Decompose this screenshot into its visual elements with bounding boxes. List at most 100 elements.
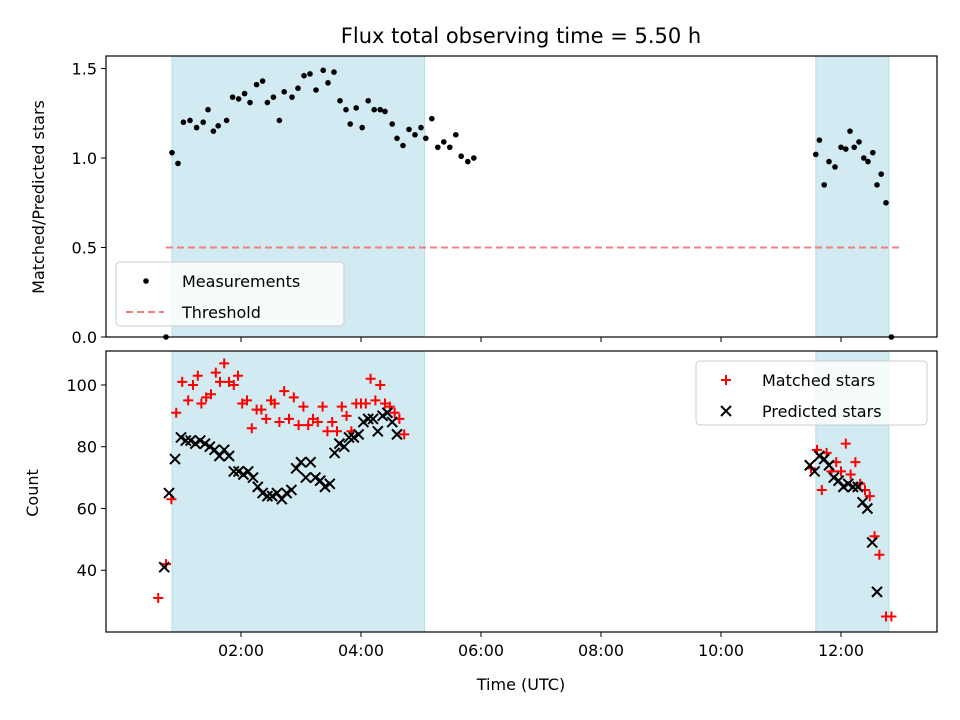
matched-star-point (206, 389, 216, 400)
matched-star-point (303, 420, 314, 431)
predicted-star-point (372, 425, 384, 437)
predicted-star-point (328, 447, 341, 459)
xtick-label: 08:00 (578, 641, 624, 660)
matched-star-point (317, 401, 328, 412)
predicted-star-point (247, 471, 259, 484)
measurement-point (412, 131, 418, 138)
predicted-star-point (163, 487, 175, 499)
measurement-point (175, 160, 181, 167)
predicted-star-point (228, 465, 240, 478)
matched-star-point (886, 611, 897, 622)
measurement-point (874, 182, 880, 188)
measurement-point (400, 142, 406, 149)
predicted-star-point (808, 465, 821, 478)
predicted-star-point (324, 478, 336, 490)
legend-label: Threshold (181, 303, 261, 322)
matched-star-point (284, 413, 294, 424)
top-ytick-label: 1.5 (72, 60, 97, 79)
measurement-point (365, 97, 372, 104)
predicted-star-point (847, 481, 859, 493)
measurement-point (229, 94, 236, 100)
measurement-point (281, 88, 288, 95)
measurement-point (264, 99, 271, 106)
legend-predicted-swatch (720, 405, 732, 417)
matched-star-point (336, 401, 347, 412)
measurement-point (187, 117, 193, 124)
measurement-point (289, 94, 295, 100)
predicted-star-point (861, 502, 874, 515)
matched-star-point (177, 376, 188, 387)
bottom-ylabel: Count (23, 469, 42, 517)
chart-title: Flux total observing time = 5.50 h (341, 24, 701, 48)
measurement-point (235, 96, 242, 102)
bottom-legend-box (695, 360, 928, 426)
predicted-star-point (169, 453, 181, 465)
measurement-point (429, 115, 435, 122)
measurement-point (247, 99, 253, 106)
xtick-label: 04:00 (338, 641, 384, 660)
measurement-point (320, 67, 327, 74)
measurement-point (253, 81, 260, 88)
measurement-point (382, 108, 388, 115)
predicted-star-point (391, 428, 403, 441)
predicted-star-point (362, 413, 374, 425)
measurement-point (353, 105, 360, 111)
measurement-point (331, 69, 337, 75)
legend-label: Matched stars (762, 371, 875, 390)
measurement-point (847, 128, 853, 134)
predicted-star-point (338, 441, 350, 453)
matched-star-point (341, 410, 352, 421)
measurement-point (418, 124, 424, 131)
measurement-point (851, 144, 857, 151)
matched-star-point (850, 457, 861, 468)
matched-star-point (816, 484, 827, 495)
predicted-star-point (866, 536, 878, 549)
measurement-point (169, 149, 175, 156)
matched-star-point (183, 395, 194, 406)
measurement-point (347, 121, 354, 127)
measurement-point (883, 199, 889, 206)
predicted-star-point (823, 459, 835, 471)
measurement-point (394, 135, 400, 142)
bottom-ytick-label: 100 (66, 376, 97, 395)
measurement-point (458, 153, 465, 160)
matched-star-point (845, 469, 856, 480)
matched-star-point (233, 370, 243, 381)
matched-star-point (196, 398, 207, 409)
matched-star-point (215, 376, 225, 387)
measurement-point (270, 94, 277, 100)
matched-star-point (327, 417, 338, 428)
measurement-point (465, 158, 471, 165)
measurement-point (210, 128, 217, 134)
x-axis-label: Time (UTC) (476, 675, 565, 694)
predicted-star-point (343, 431, 355, 444)
matched-star-point (293, 420, 304, 431)
measurement-point (856, 139, 862, 145)
matched-star-point (399, 429, 410, 440)
matched-star-point (269, 398, 280, 409)
bottom-panel: 40 60 80 100 02:00 04:00 06:00 08:00 10:00 12:00 M… (66, 350, 938, 660)
measurement-point (406, 126, 412, 133)
top-ytick-label: 1.0 (72, 149, 97, 168)
legend-label: Measurements (182, 272, 300, 291)
measurement-point (865, 158, 871, 165)
xtick-label: 02:00 (218, 641, 264, 660)
matched-star-point (288, 392, 299, 403)
predicted-star-point (300, 471, 312, 484)
predicted-star-point (223, 450, 235, 462)
measurement-point (821, 182, 827, 188)
measurement-point (215, 123, 221, 129)
predicted-star-point (158, 561, 170, 573)
predicted-star-point (352, 428, 365, 441)
measurement-point (307, 71, 313, 77)
measurement-point (337, 97, 343, 104)
matched-star-point (279, 386, 290, 397)
matched-star-point (836, 466, 846, 477)
bottom-ytick-label: 80 (77, 438, 97, 457)
measurement-point (826, 158, 832, 165)
measurement-point (371, 106, 378, 113)
matched-star-point (171, 407, 182, 418)
xtick-label: 10:00 (698, 641, 744, 660)
matched-star-point (242, 395, 252, 406)
